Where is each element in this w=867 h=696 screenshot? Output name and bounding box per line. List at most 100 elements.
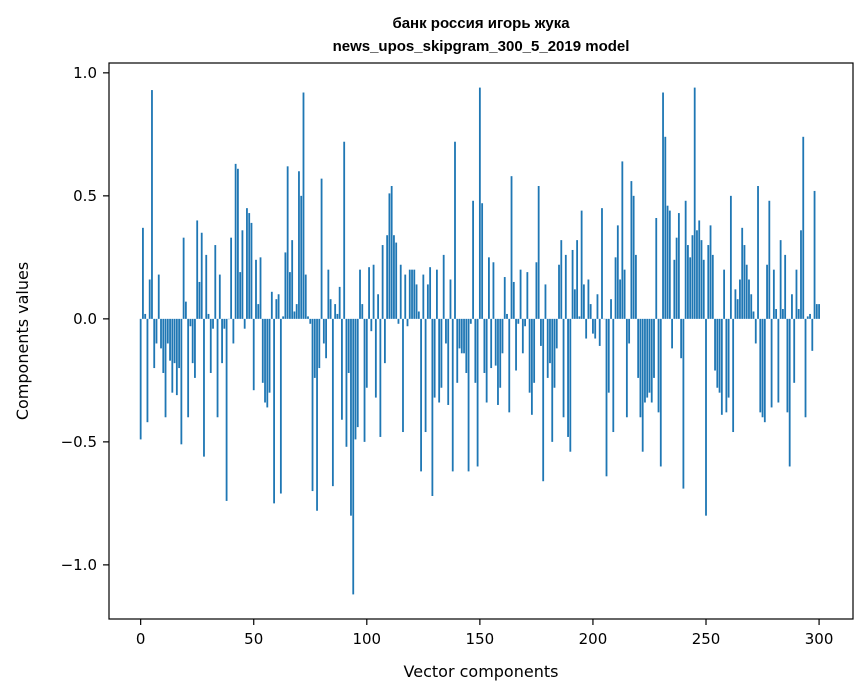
bar [677,213,680,319]
bar [535,262,538,319]
bar [564,254,567,319]
bar [221,318,223,364]
bar [537,186,540,319]
bar [413,269,416,319]
bar [383,318,386,364]
x-axis-ticks: 0 50 100 150 200 250 300 [136,619,834,648]
bar [182,237,185,319]
bar [508,318,511,413]
bar [356,318,359,428]
bar [307,316,309,319]
bar [372,264,375,319]
bar [662,92,664,319]
bar [266,318,269,408]
bar [558,264,560,319]
bar [483,318,486,373]
bar [472,200,474,319]
bar [171,318,174,393]
bar [338,286,341,319]
bar [216,318,219,418]
bar [544,284,547,319]
bar [515,318,517,371]
bar [144,313,147,319]
x-tick-label: 250 [692,630,721,648]
bar [286,166,289,319]
bar [741,227,744,319]
bar [734,289,737,319]
bar [234,163,237,319]
bar [370,318,373,332]
bar [569,318,572,452]
bar [363,318,366,442]
bar [406,318,409,327]
bar [250,222,253,319]
bar [442,254,445,319]
bar [436,269,438,319]
bar [589,304,592,319]
bar [399,264,402,319]
bar [420,318,422,472]
x-tick-label: 50 [244,630,263,648]
x-tick-label: 0 [136,630,146,648]
bar [239,272,242,319]
bar [481,203,484,319]
bar [521,318,524,354]
bar [530,318,533,415]
bar [309,318,312,324]
bar [687,245,689,319]
bar [646,318,649,398]
bar [316,318,318,511]
bar [680,318,683,359]
bar [313,318,316,378]
bar [451,318,454,472]
bar [553,318,556,388]
bar [359,269,361,319]
bar [189,318,192,327]
bar [273,318,275,504]
bar [542,318,545,482]
bar [246,208,248,319]
bar [173,318,176,364]
chart-title-line2: news_upos_skipgram_300_5_2019 model [333,38,630,55]
bars-group [139,87,820,595]
x-tick-label: 300 [805,630,834,648]
bar [232,318,235,344]
bar [146,318,149,423]
bar [456,318,459,383]
bar [447,318,450,405]
bar [573,289,576,319]
bar [797,309,800,319]
bar [666,205,669,319]
bar [393,235,395,319]
bar [519,269,522,319]
bar [331,318,334,487]
bar [818,304,820,319]
bar [655,217,658,319]
bar [289,272,291,319]
bar [757,186,759,319]
y-tick-label: −1.0 [61,556,97,574]
bar [460,318,463,354]
bar [225,318,228,501]
bar [200,232,203,319]
bar [693,87,696,319]
bar [411,269,413,319]
bar [311,318,314,492]
bar [395,242,398,319]
bar [800,230,802,319]
bar [148,279,151,319]
bar [424,318,427,433]
bar [184,301,187,319]
bar [811,318,814,351]
bar [404,274,407,319]
bar [196,220,199,319]
bar [784,254,787,319]
bar [476,318,479,467]
bar [298,171,300,319]
bar [582,284,585,319]
bar [503,277,506,319]
bar [187,318,190,418]
bar [494,318,497,366]
bar [422,274,425,319]
